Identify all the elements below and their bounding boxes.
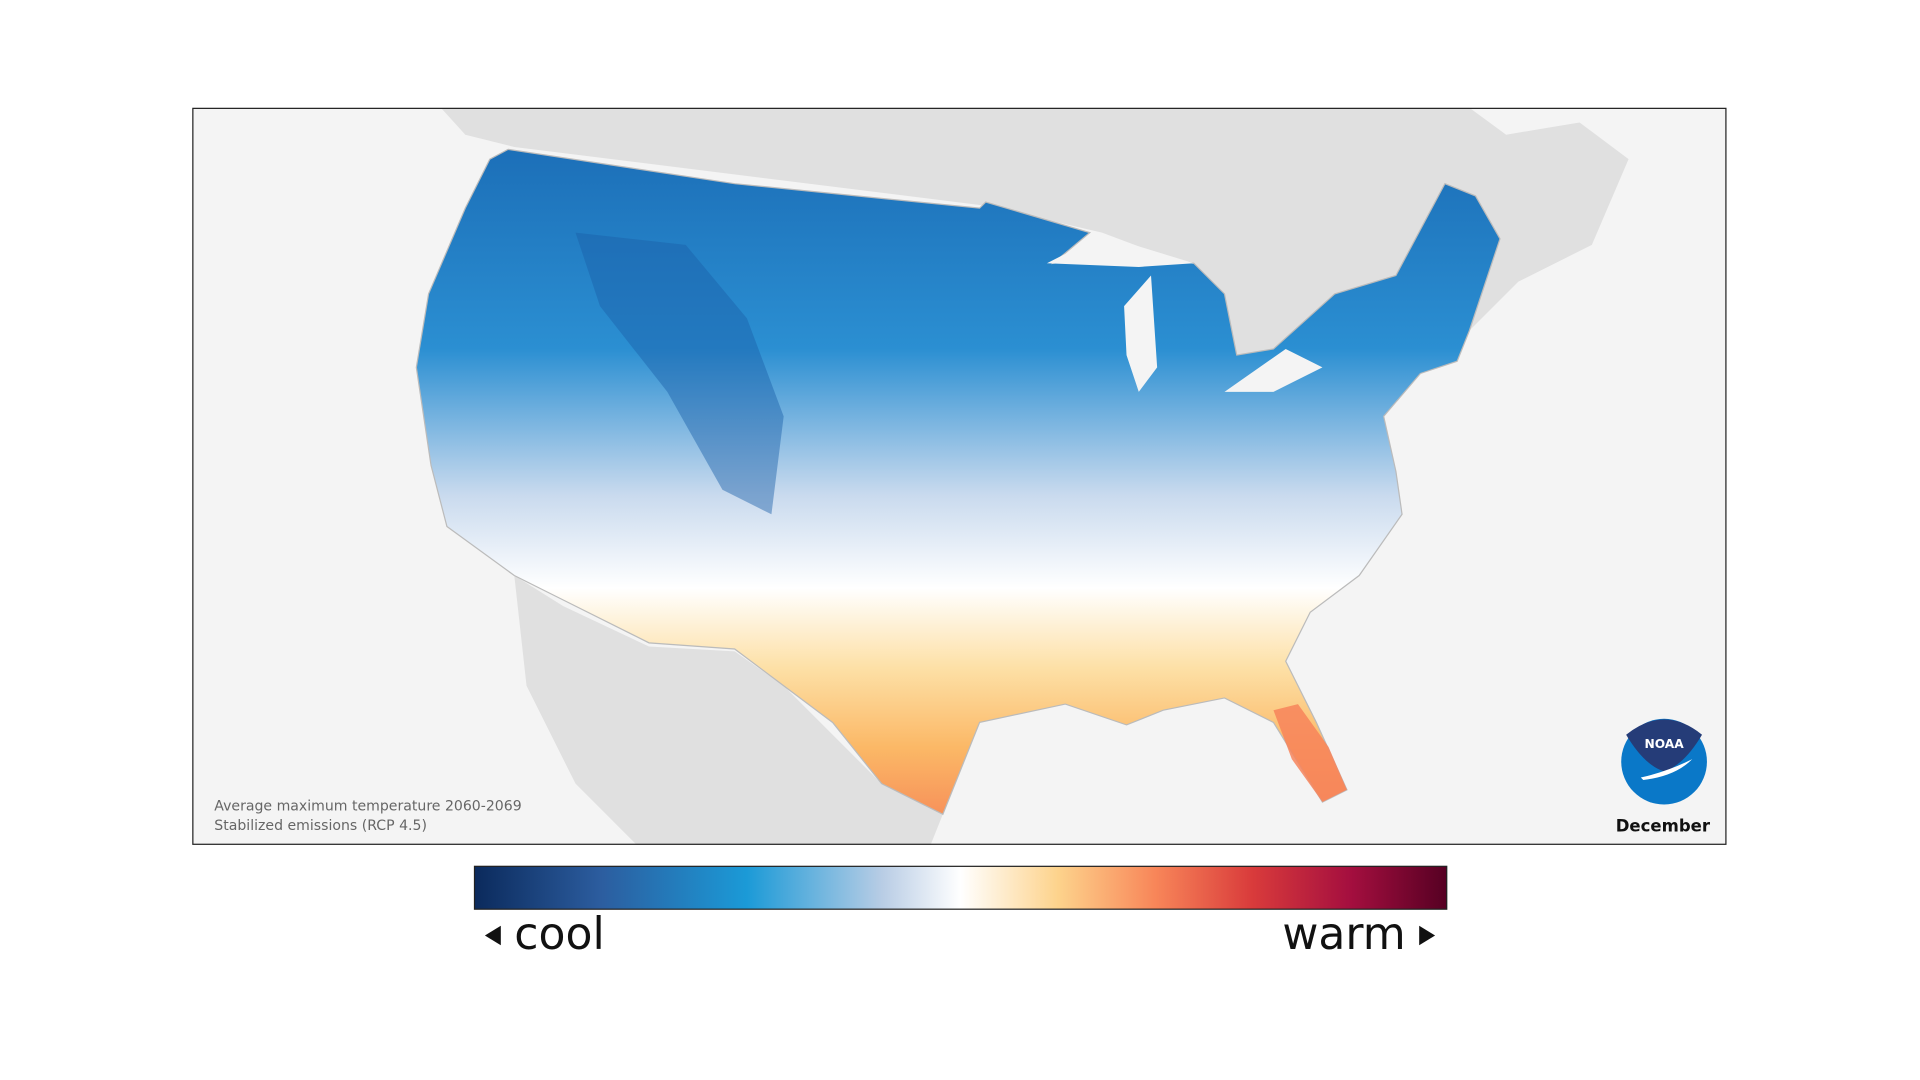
florida-warm-region [1273, 704, 1347, 803]
arrow-right-icon [1419, 925, 1436, 946]
contiguous-us-temperature [415, 148, 1501, 816]
canada-land [440, 107, 1629, 392]
caption-line-1: Average maximum temperature 2060-2069 [214, 799, 521, 815]
noaa-logo: NOAA [1621, 718, 1707, 805]
noaa-logo-text: NOAA [1644, 737, 1684, 751]
month-label: December [1616, 816, 1711, 835]
arrow-left-icon [484, 925, 501, 946]
great-lakes [1046, 235, 1323, 392]
cool-label: cool [514, 909, 604, 960]
colorbar [473, 865, 1448, 910]
mexico-land [514, 575, 943, 845]
caption-line-2: Stabilized emissions (RCP 4.5) [214, 818, 427, 834]
rocky-mountains-cold [575, 232, 784, 515]
color-legend: cool warm [473, 865, 1448, 960]
map-frame [192, 107, 1727, 845]
map-panel: Average maximum temperature 2060-2069 St… [192, 107, 1727, 845]
warm-label: warm [1282, 909, 1405, 960]
